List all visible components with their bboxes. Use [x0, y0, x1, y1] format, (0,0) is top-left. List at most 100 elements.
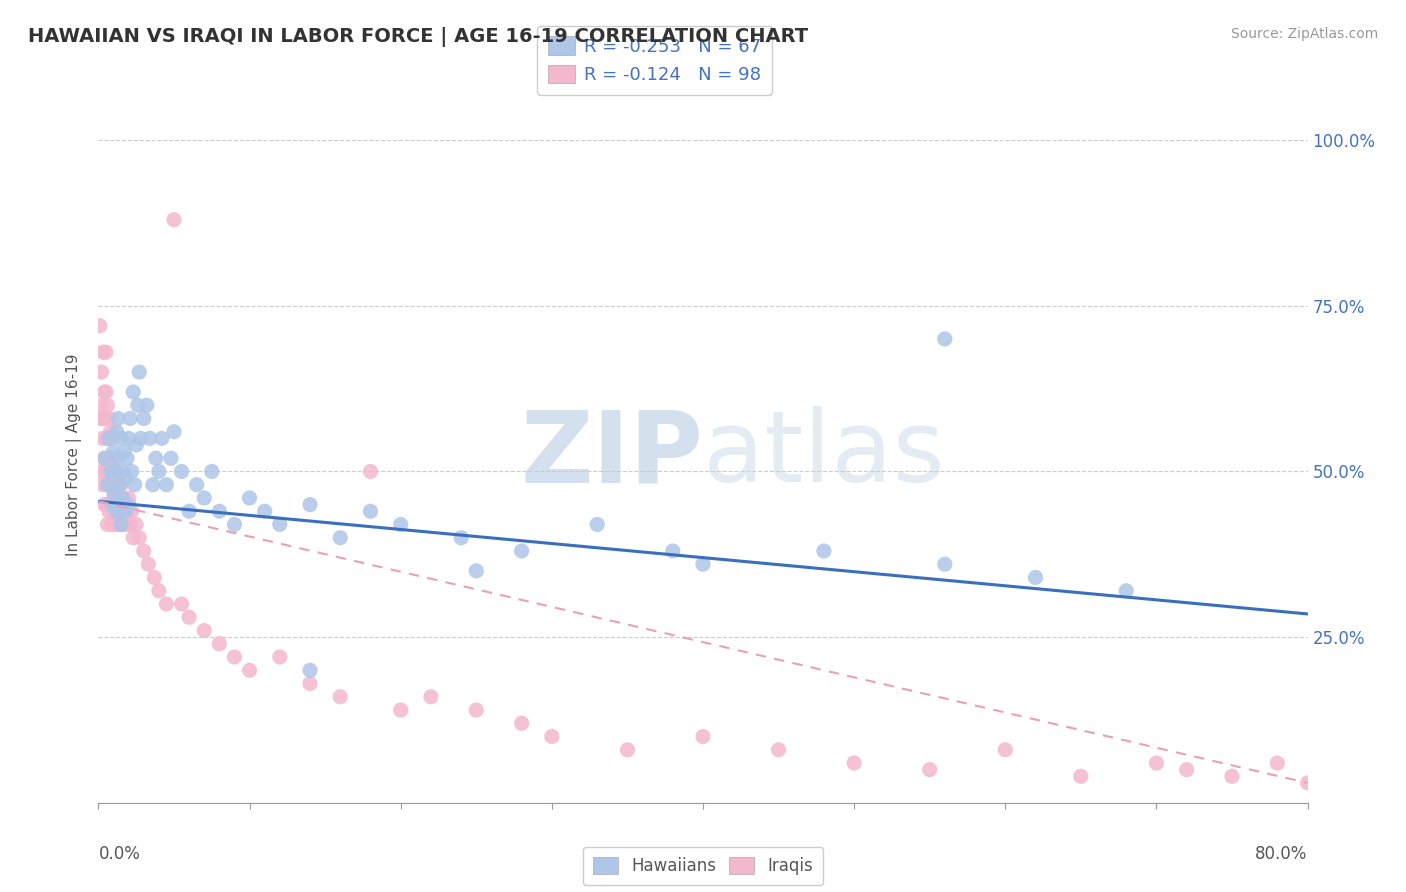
Point — [105, 491, 128, 505]
Point — [389, 703, 412, 717]
Point — [125, 517, 148, 532]
Point — [186, 477, 208, 491]
Point — [101, 431, 124, 445]
Point — [1024, 570, 1046, 584]
Point — [616, 743, 638, 757]
Point — [112, 504, 135, 518]
Point — [98, 477, 121, 491]
Point — [118, 498, 141, 512]
Point — [115, 504, 138, 518]
Point — [163, 425, 186, 439]
Point — [111, 491, 134, 505]
Point — [360, 465, 382, 479]
Point — [90, 365, 112, 379]
Point — [103, 444, 125, 458]
Point — [145, 451, 167, 466]
Point — [224, 650, 246, 665]
Point — [1296, 776, 1319, 790]
Point — [193, 491, 215, 505]
Point — [127, 398, 149, 412]
Point — [89, 318, 111, 333]
Point — [1070, 769, 1092, 783]
Point — [586, 517, 609, 532]
Point — [89, 411, 111, 425]
Point — [269, 517, 291, 532]
Text: HAWAIIAN VS IRAQI IN LABOR FORCE | AGE 16-19 CORRELATION CHART: HAWAIIAN VS IRAQI IN LABOR FORCE | AGE 1… — [28, 27, 808, 46]
Point — [93, 411, 115, 425]
Point — [465, 564, 488, 578]
Point — [98, 411, 121, 425]
Point — [103, 465, 125, 479]
Point — [104, 465, 127, 479]
Point — [1402, 776, 1406, 790]
Point — [93, 451, 115, 466]
Point — [94, 431, 117, 445]
Point — [110, 517, 132, 532]
Point — [389, 517, 412, 532]
Point — [122, 384, 145, 399]
Point — [170, 597, 193, 611]
Y-axis label: In Labor Force | Age 16-19: In Labor Force | Age 16-19 — [66, 353, 83, 557]
Point — [118, 491, 141, 505]
Point — [934, 332, 956, 346]
Point — [98, 451, 121, 466]
Point — [420, 690, 443, 704]
Point — [160, 451, 183, 466]
Point — [128, 531, 150, 545]
Point — [201, 465, 224, 479]
Point — [179, 610, 201, 624]
Point — [100, 425, 122, 439]
Point — [163, 212, 186, 227]
Point — [918, 763, 941, 777]
Point — [105, 504, 128, 518]
Point — [110, 431, 132, 445]
Point — [91, 477, 114, 491]
Point — [692, 558, 714, 572]
Point — [510, 544, 533, 558]
Point — [101, 477, 124, 491]
Point — [96, 398, 118, 412]
Point — [299, 676, 322, 690]
Point — [125, 438, 148, 452]
Point — [98, 504, 121, 518]
Point — [128, 365, 150, 379]
Point — [118, 431, 141, 445]
Point — [100, 498, 122, 512]
Point — [107, 411, 129, 425]
Point — [115, 451, 138, 466]
Point — [329, 531, 352, 545]
Point — [90, 465, 112, 479]
Point — [91, 431, 114, 445]
Point — [193, 624, 215, 638]
Point — [107, 504, 129, 518]
Point — [103, 484, 125, 499]
Point — [208, 637, 231, 651]
Point — [148, 583, 170, 598]
Point — [94, 345, 117, 359]
Point — [813, 544, 835, 558]
Point — [105, 465, 128, 479]
Point — [96, 477, 118, 491]
Point — [111, 517, 134, 532]
Point — [91, 411, 114, 425]
Point — [1372, 763, 1395, 777]
Point — [692, 730, 714, 744]
Point — [94, 498, 117, 512]
Point — [111, 465, 134, 479]
Point — [108, 517, 131, 532]
Point — [108, 491, 131, 505]
Point — [121, 465, 143, 479]
Point — [1220, 769, 1243, 783]
Point — [105, 425, 128, 439]
Point — [96, 431, 118, 445]
Point — [143, 570, 166, 584]
Point — [155, 477, 177, 491]
Text: 80.0%: 80.0% — [1256, 845, 1308, 863]
Point — [132, 544, 155, 558]
Point — [90, 398, 112, 412]
Point — [139, 431, 162, 445]
Text: 0.0%: 0.0% — [98, 845, 141, 863]
Point — [132, 411, 155, 425]
Point — [108, 477, 131, 491]
Point — [124, 477, 146, 491]
